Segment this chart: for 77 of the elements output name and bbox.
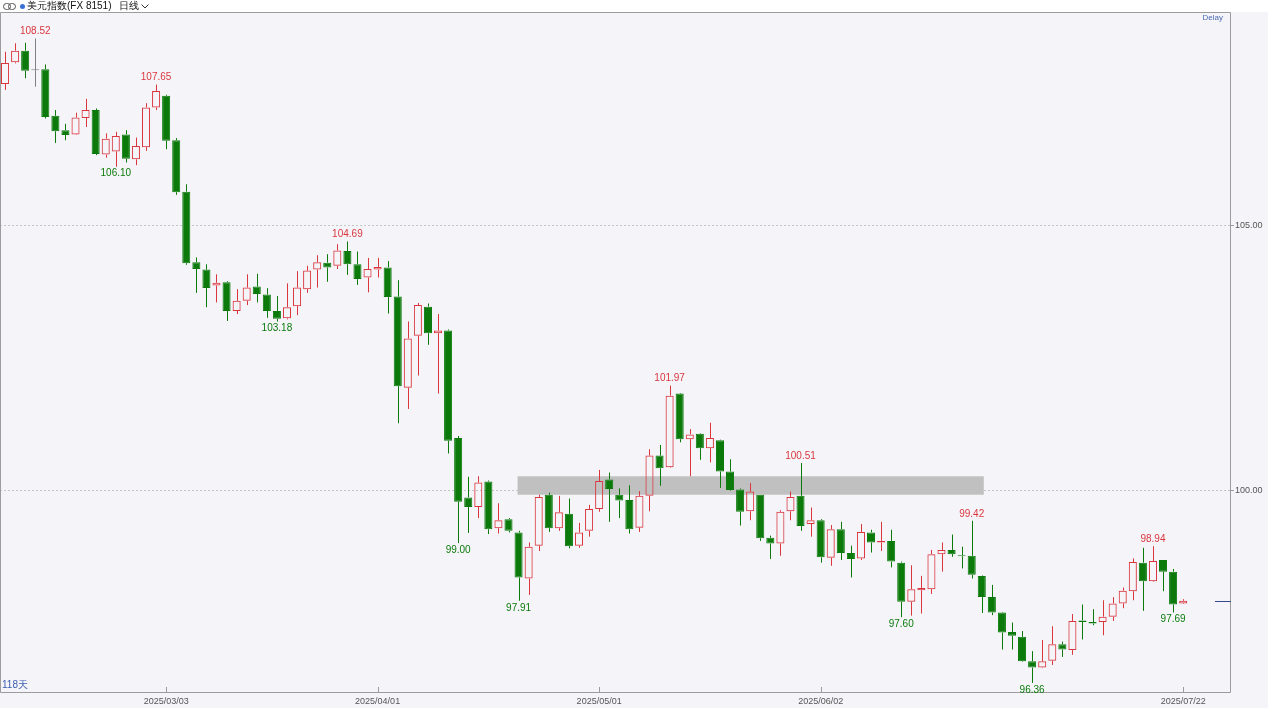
annotation: 106.10: [100, 167, 132, 179]
candlestick: [796, 462, 805, 532]
candlestick: [393, 279, 402, 424]
y-tick-label: 105.00: [1235, 219, 1263, 230]
candlestick: [252, 273, 261, 303]
candlestick: [91, 107, 100, 155]
annotation: 96.36: [1019, 683, 1046, 695]
annotation: 103.18: [261, 322, 293, 334]
annotation: 100.51: [785, 449, 817, 461]
candlestick: [605, 472, 614, 523]
candlestick: [816, 520, 825, 564]
candlestick: [564, 498, 573, 549]
candlestick: [736, 489, 745, 527]
x-tick-label: 2025/05/01: [576, 695, 622, 706]
candlestick: [484, 481, 493, 535]
annotation: 107.65: [140, 71, 172, 83]
candlestick: [41, 63, 50, 120]
candlestick: [202, 263, 211, 308]
chart-title: 美元指数(FX 8151): [27, 0, 112, 12]
candlestick: [383, 260, 392, 315]
candlestick: [192, 256, 201, 294]
candlestick: [715, 440, 724, 489]
candlestick: [756, 494, 765, 542]
candlestick: [726, 458, 735, 491]
annotation: 108.52: [19, 25, 51, 37]
candlestick: [172, 137, 181, 196]
x-tick-label: 2025/06/02: [798, 695, 844, 706]
annotation: 97.69: [1160, 613, 1187, 625]
candlestick: [766, 535, 775, 560]
candlestick: [61, 123, 70, 141]
candlestick: [675, 393, 684, 443]
annotation: 97.91: [506, 601, 532, 613]
candlestick: [51, 109, 60, 144]
candlestick: [182, 183, 191, 266]
candlestick: [615, 487, 624, 519]
x-tick-label: 2025/04/01: [355, 695, 401, 706]
candlestick: [1058, 641, 1067, 658]
candlestick: [977, 575, 986, 614]
candlestick: [464, 476, 473, 534]
annotation: 99.42: [959, 507, 985, 519]
candlestick: [1018, 630, 1027, 662]
candlestick: [444, 330, 453, 454]
candlestick: [454, 435, 463, 544]
candlestick: [544, 492, 553, 533]
candlestick: [967, 520, 976, 580]
candlestick: [353, 251, 362, 286]
y-tick-label: 100.00: [1235, 484, 1263, 495]
annotation: 118天: [2, 679, 28, 690]
candlestick: [1138, 547, 1147, 612]
candlestick: [343, 240, 352, 276]
candlestick: [887, 529, 896, 568]
annotation: 99.00: [445, 543, 472, 555]
candlestick: [897, 562, 906, 618]
candlestick: [1007, 622, 1017, 651]
text: Delay: [1202, 13, 1223, 22]
candlestick: [695, 433, 704, 461]
candlestick: [1028, 650, 1037, 684]
x-tick-label: 2025/07/22: [1160, 695, 1206, 706]
candlestick: [21, 42, 30, 79]
candlestick: [655, 444, 664, 487]
candlestick: [162, 95, 171, 150]
candlestick: [121, 129, 130, 164]
candlestick: [1169, 568, 1178, 613]
chart-subtitle: 日线: [119, 0, 140, 12]
candlestick: [987, 584, 996, 616]
candlestick: [836, 521, 845, 561]
annotation: 98.94: [1140, 532, 1166, 544]
x-tick-label: 2025/03/03: [143, 695, 189, 706]
candlestick: [423, 302, 432, 346]
annotation: 97.60: [888, 617, 915, 629]
candlestick: [625, 484, 634, 534]
candlestick: [997, 612, 1006, 651]
candlestick: [222, 282, 231, 322]
candlestick: [514, 530, 523, 602]
candlestick: [262, 287, 271, 319]
annotation: 101.97: [654, 372, 686, 384]
annotation: 104.69: [332, 228, 364, 240]
